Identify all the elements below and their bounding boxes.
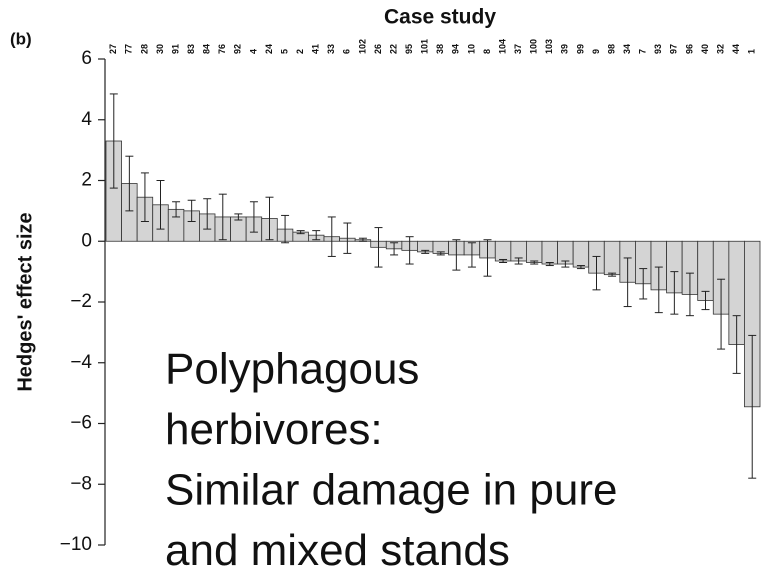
bar bbox=[603, 240, 621, 276]
x-tick-label: 7 bbox=[638, 49, 648, 54]
x-tick-label: 26 bbox=[373, 44, 383, 54]
y-tick-label: 2 bbox=[81, 170, 92, 191]
x-tick-label: 38 bbox=[435, 44, 445, 54]
x-tick-label: 104 bbox=[497, 39, 507, 54]
y-tick-label: −8 bbox=[70, 473, 92, 494]
bar bbox=[526, 240, 543, 263]
x-tick-label: 77 bbox=[124, 44, 134, 54]
y-tick-label: 4 bbox=[81, 109, 92, 130]
x-tick-label: 76 bbox=[217, 44, 227, 54]
x-tick-label: 103 bbox=[544, 39, 554, 54]
y-tick-label: −4 bbox=[70, 352, 92, 373]
x-tick-label: 37 bbox=[513, 44, 523, 54]
x-tick-label: 5 bbox=[279, 49, 289, 54]
x-tick-label: 1 bbox=[747, 49, 757, 54]
x-tick-label: 93 bbox=[653, 44, 663, 54]
x-tick-label: 2 bbox=[295, 49, 305, 54]
y-tick-label: 0 bbox=[81, 230, 92, 251]
x-tick-label: 100 bbox=[529, 39, 539, 54]
x-tick-label: 92 bbox=[233, 44, 243, 54]
annotation: Similar damage in pure bbox=[165, 466, 617, 515]
x-tick-label: 40 bbox=[700, 44, 710, 54]
x-tick-label: 30 bbox=[155, 44, 165, 54]
x-tick-label: 101 bbox=[420, 39, 430, 54]
x-tick-label: 9 bbox=[591, 49, 601, 54]
x-tick-label: 24 bbox=[264, 44, 274, 54]
x-tick-label: 33 bbox=[326, 44, 336, 54]
y-axis-label: Hedges' effect size bbox=[14, 212, 36, 391]
annotation: herbivores: bbox=[165, 405, 383, 454]
x-tick-label: 32 bbox=[715, 44, 725, 54]
x-tick-label: 91 bbox=[170, 44, 180, 54]
x-tick-label: 99 bbox=[575, 44, 585, 54]
x-tick-label: 44 bbox=[731, 44, 741, 54]
x-tick-label: 97 bbox=[669, 44, 679, 54]
y-tick-label: 6 bbox=[81, 48, 92, 69]
x-tick-label: 8 bbox=[482, 49, 492, 54]
annotation: and mixed stands bbox=[165, 526, 510, 575]
x-tick-label: 27 bbox=[108, 44, 118, 54]
x-tick-label: 84 bbox=[202, 44, 212, 54]
chart-title: Case study bbox=[384, 6, 496, 29]
x-tick-label: 10 bbox=[466, 44, 476, 54]
y-tick-label: −2 bbox=[70, 291, 92, 312]
x-tick-label: 34 bbox=[622, 44, 632, 54]
bar bbox=[494, 240, 512, 262]
x-tick-label: 102 bbox=[357, 39, 367, 54]
x-tick-label: 94 bbox=[451, 44, 461, 54]
x-tick-label: 28 bbox=[139, 44, 149, 54]
x-tick-label: 22 bbox=[388, 44, 398, 54]
bar bbox=[230, 216, 247, 242]
x-tick-label: 98 bbox=[606, 44, 616, 54]
bar bbox=[541, 240, 558, 265]
x-tick-label: 6 bbox=[342, 49, 352, 54]
x-tick-label: 95 bbox=[404, 44, 414, 54]
x-tick-label: 41 bbox=[311, 44, 321, 54]
x-tick-label: 83 bbox=[186, 44, 196, 54]
x-tick-label: 4 bbox=[248, 49, 258, 54]
bar bbox=[572, 240, 590, 268]
y-tick-label: −6 bbox=[70, 413, 92, 434]
x-tick-label: 96 bbox=[684, 44, 694, 54]
annotation: Polyphagous bbox=[165, 345, 419, 394]
panel-label: (b) bbox=[10, 29, 32, 48]
y-tick-label: −10 bbox=[60, 534, 92, 555]
x-tick-label: 39 bbox=[560, 44, 570, 54]
